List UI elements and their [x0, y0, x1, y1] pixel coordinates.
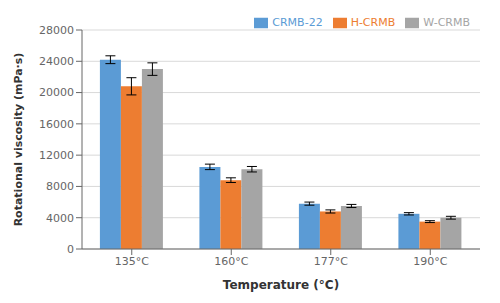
svg-text:4000: 4000 — [46, 212, 74, 225]
svg-text:16000: 16000 — [39, 118, 74, 131]
svg-text:8000: 8000 — [46, 180, 74, 193]
svg-text:135°C: 135°C — [115, 255, 149, 268]
svg-text:160°C: 160°C — [214, 255, 248, 268]
svg-text:0: 0 — [67, 243, 74, 256]
svg-text:Temperature (°C): Temperature (°C) — [223, 278, 339, 292]
svg-text:20000: 20000 — [39, 86, 74, 99]
svg-text:190°C: 190°C — [413, 255, 447, 268]
html-text:CRMB-22: CRMB-22 — [272, 16, 323, 29]
html-text:H-CRMB: H-CRMB — [350, 16, 396, 29]
svg-text:24000: 24000 — [39, 55, 74, 68]
svg-text:28000: 28000 — [39, 24, 74, 37]
svg-text:177°C: 177°C — [314, 255, 348, 268]
svg-text:Rotational viscosity (mPa·s): Rotational viscosity (mPa·s) — [12, 53, 25, 227]
html-text:W-CRMB: W-CRMB — [423, 16, 470, 29]
svg-text:12000: 12000 — [39, 149, 74, 162]
